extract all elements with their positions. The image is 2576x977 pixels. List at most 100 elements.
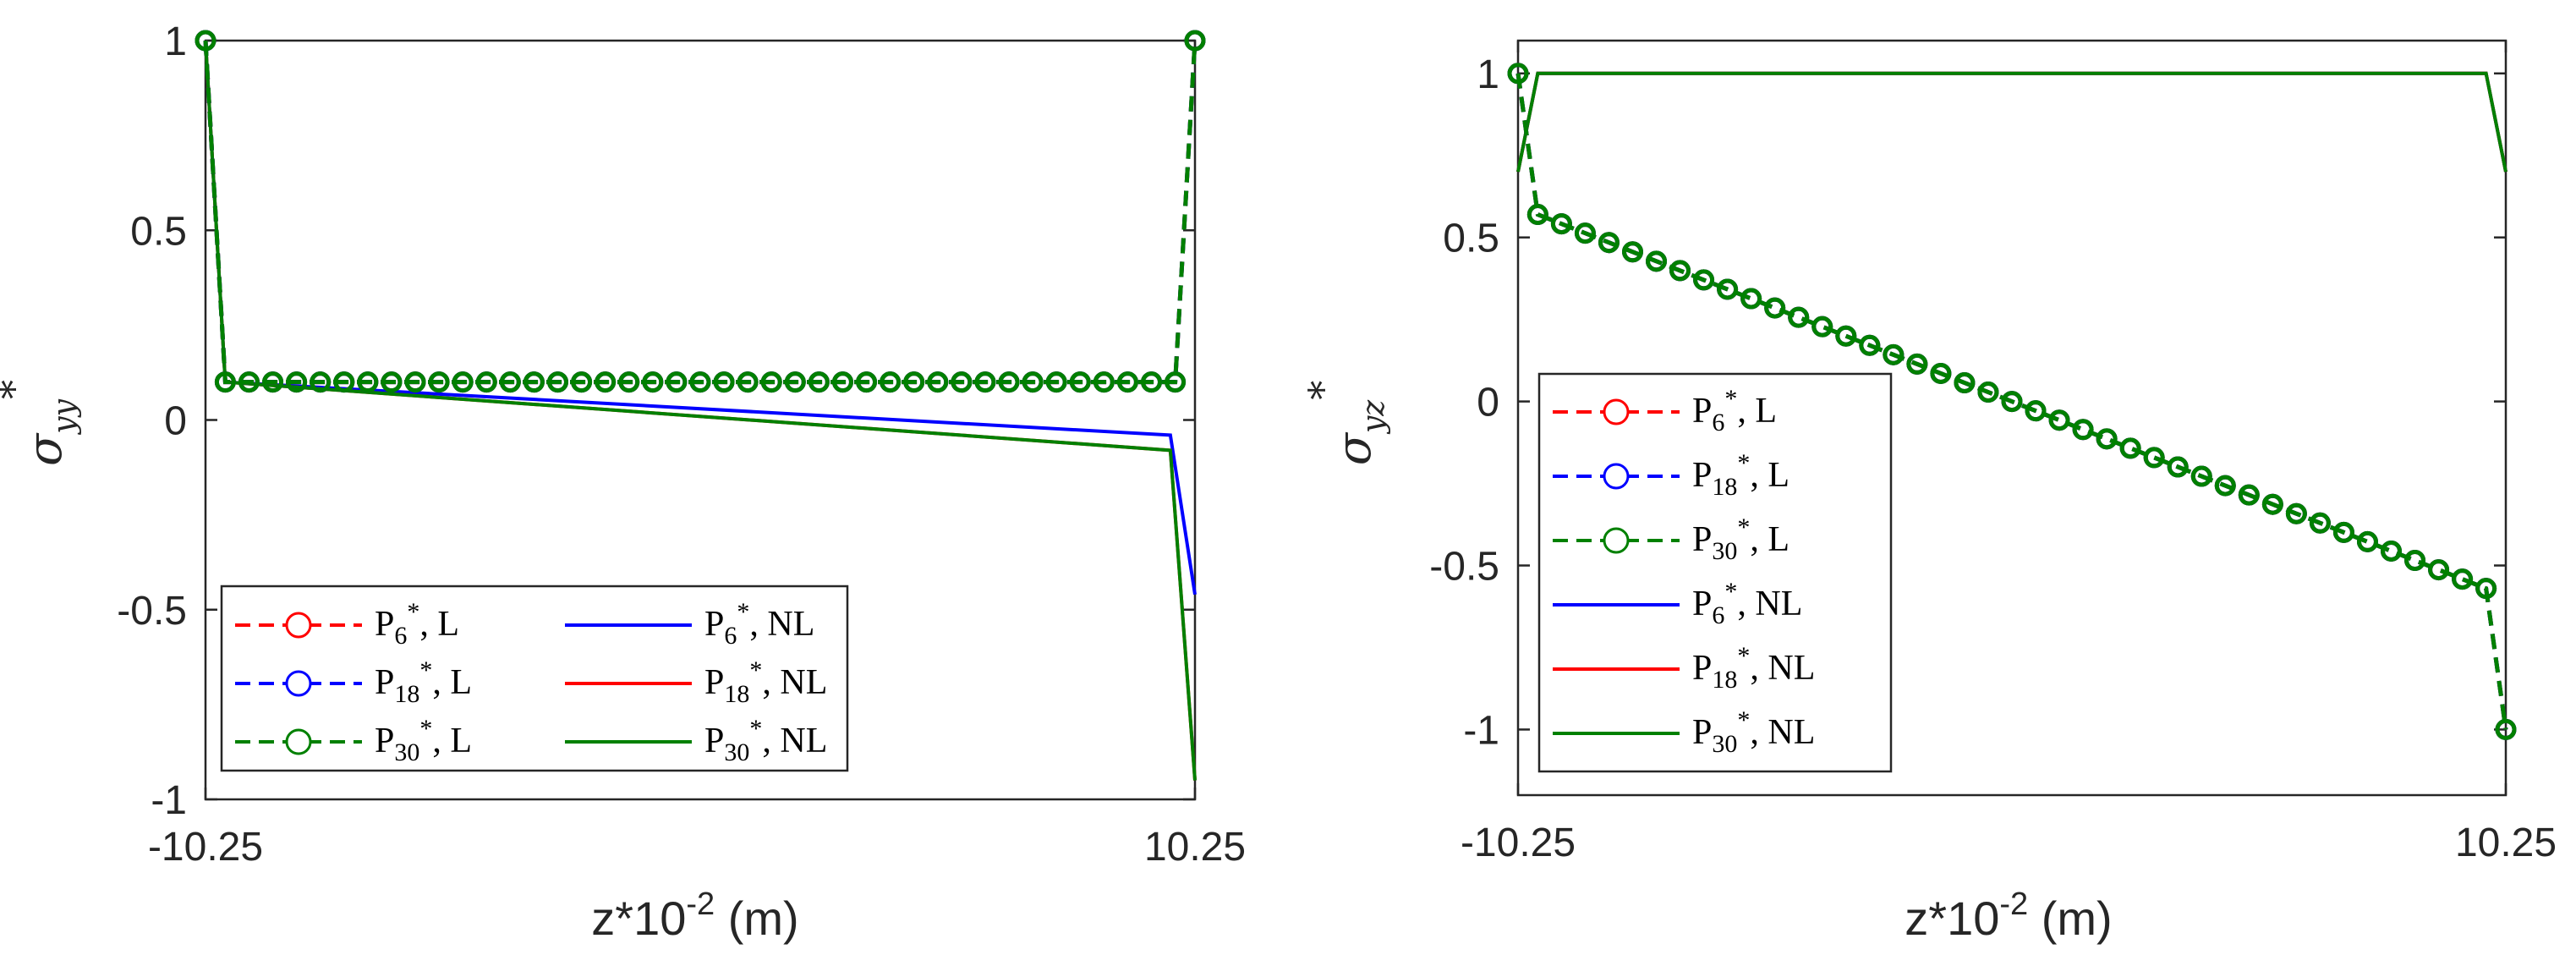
data-point [2167,456,2189,478]
x-axis-label: z*10-2 (m) [591,886,798,945]
series-line-p6-nl [204,40,1197,596]
y-tick-label: 0.5 [130,209,187,254]
y-tick-label: 0 [1477,381,1499,425]
data-point [2381,540,2403,562]
left-stress-yy-plot: 1 0.5 0 -0.5 -1-10.25 10.25 z*10-2 (m) σyy* P6*,… [0,19,1246,945]
legend: P6*, L P18*, L P30*, L P6*, NL P18*, NL P30*,… [1537,372,1893,773]
legend-marker [1603,398,1630,425]
data-point [903,371,925,393]
data-point [452,371,474,393]
y-tick-label: 1 [164,19,187,64]
y-tick-label: 0 [164,399,187,444]
data-point [618,371,640,393]
series-markers-p6-l [195,30,1206,393]
data-point [195,30,216,52]
data-point [1598,232,1620,254]
series-line-p6-l [203,40,1198,385]
legend-item-p30-nl: P30*, NL [565,715,827,766]
data-point [2119,437,2141,459]
data-point [1165,371,1187,393]
data-point [2356,530,2378,552]
data-point [1507,63,1529,85]
y-tick-label: -1 [151,778,187,823]
series-line-p18-nl [1516,71,2507,173]
data-point [1788,306,1810,328]
data-point [927,371,949,393]
data-point [760,371,782,393]
data-point [713,371,735,393]
data-point [428,371,450,393]
data-point [214,371,236,393]
data-point [1669,260,1691,282]
series-markers-p30-l [195,30,1206,393]
data-point [238,371,260,393]
data-point [1811,316,1833,338]
data-point [2475,578,2497,600]
data-point [595,371,617,393]
data-point [2214,475,2236,497]
data-point [1116,371,1138,393]
data-point [2190,465,2212,487]
data-point [1930,362,1952,384]
legend-item-p18-l: P18*, L [1553,449,1789,501]
legend-item-p18-nl: P18*, NL [565,656,827,708]
data-point [880,371,902,393]
data-point [1069,371,1091,393]
data-point [2096,428,2118,450]
series-markers-p30-l [1507,63,2517,740]
data-point [2428,559,2450,581]
x-tick-label: -10.25 [1461,821,1576,865]
legend-marker [1603,527,1630,554]
series-line-p30-l [1515,73,2508,730]
x-tick-label: 10.25 [1144,825,1246,870]
legend-marker [285,670,312,697]
legend-item-p6-l: P6*, L [235,598,459,650]
data-point [784,371,806,393]
data-point [2452,568,2474,590]
right-stress-yz-plot: 1 0.5 0 -0.5 -1 -10.25 10.25 z*10-2 (m) σyz* P6*,… [1300,39,2557,945]
data-point [2332,521,2354,543]
legend-item-p30-nl: P30*, NL [1553,706,1815,758]
legend-label-p30-l: P30*, L [375,715,472,766]
y-axis-label: σyy* [0,380,82,466]
legend-label-p6-nl: P6*, NL [704,598,814,650]
legend-label-p6-l: P6*, L [1692,385,1777,436]
series-line-p18-l [203,40,1198,385]
x-tick-label: 10.25 [2455,821,2557,865]
data-point [1717,278,1739,300]
data-point [2261,493,2283,515]
legend-item-p30-l: P30*, L [235,715,472,766]
data-point [998,371,1020,393]
legend-marker [285,728,312,755]
legend-box [220,585,849,772]
legend-label-p18-l: P18*, L [375,656,472,708]
data-point [1954,372,1976,394]
legend-label-p30-l: P30*, L [1692,513,1789,565]
data-point [333,371,355,393]
data-point [571,371,593,393]
data-point [2238,484,2260,506]
data-point [1646,250,1668,272]
legend-label-p6-l: P6*, L [375,598,459,650]
data-point [381,371,403,393]
data-point [2072,419,2094,441]
data-point [2495,718,2517,740]
legend-label-p18-nl: P18*, NL [1692,642,1815,694]
y-tick-label: -0.5 [1429,545,1499,590]
legend-label-p18-l: P18*, L [1692,449,1789,501]
data-point [310,371,332,393]
data-point [357,371,379,393]
legend-label-p30-nl: P30*, NL [1692,706,1815,758]
data-point [2285,502,2307,524]
data-point [2025,400,2047,422]
data-point [1835,325,1857,347]
legend-item-p6-nl: P6*, NL [565,598,814,650]
data-point [1906,353,1928,375]
data-point [475,371,497,393]
data-point [689,371,711,393]
legend: P6*, L P18*, L P30*, L P6*, NL P18*, NL P30*,… [220,585,849,772]
data-point [666,371,688,393]
data-point [2309,512,2331,534]
data-point [642,371,664,393]
data-point [1574,222,1596,244]
